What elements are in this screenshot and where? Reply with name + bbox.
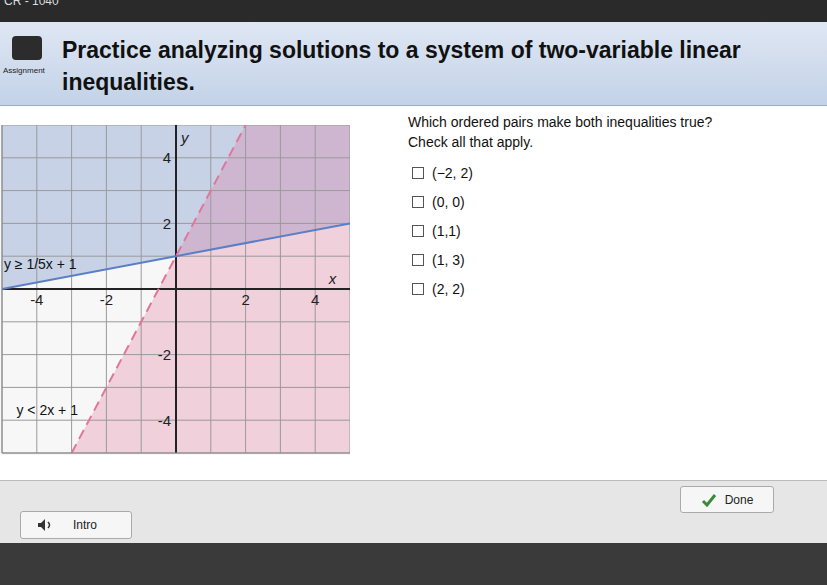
html-text:Done: Done [724, 492, 754, 507]
html-text:Practice analyzing solutions t: Practice analyzing solutions to a system… [62, 37, 741, 95]
html-text:(1,1): (1,1) [432, 223, 461, 239]
svg-text:4: 4 [311, 291, 319, 308]
html-text:(1, 3): (1, 3) [432, 252, 465, 268]
svg-text:-4: -4 [30, 291, 43, 308]
svg-text:4: 4 [163, 149, 171, 166]
html-text:(2, 2): (2, 2) [432, 281, 465, 297]
svg-text:2: 2 [241, 291, 249, 308]
svg-text:y ≥ 1/5x + 1: y ≥ 1/5x + 1 [8, 256, 77, 272]
html-text:Check all that apply.: Check all that apply. [408, 134, 533, 150]
svg-text:x: x [328, 270, 337, 287]
svg-text:y: y [180, 129, 190, 146]
svg-text:2: 2 [163, 215, 171, 232]
html-text:Assignment: Assignment [3, 66, 45, 75]
svg-text:y < 2x + 1: y < 2x + 1 [16, 402, 78, 418]
html-text:Which ordered pairs make both: Which ordered pairs make both inequaliti… [408, 114, 713, 130]
html-text:Intro: Intro [73, 518, 97, 532]
svg-text:-4: -4 [158, 412, 171, 429]
svg-text:-2: -2 [100, 291, 113, 308]
html-text:(0, 0): (0, 0) [432, 194, 465, 210]
html-text:(−2, 2): (−2, 2) [432, 165, 473, 181]
svg-text:-2: -2 [158, 346, 171, 363]
